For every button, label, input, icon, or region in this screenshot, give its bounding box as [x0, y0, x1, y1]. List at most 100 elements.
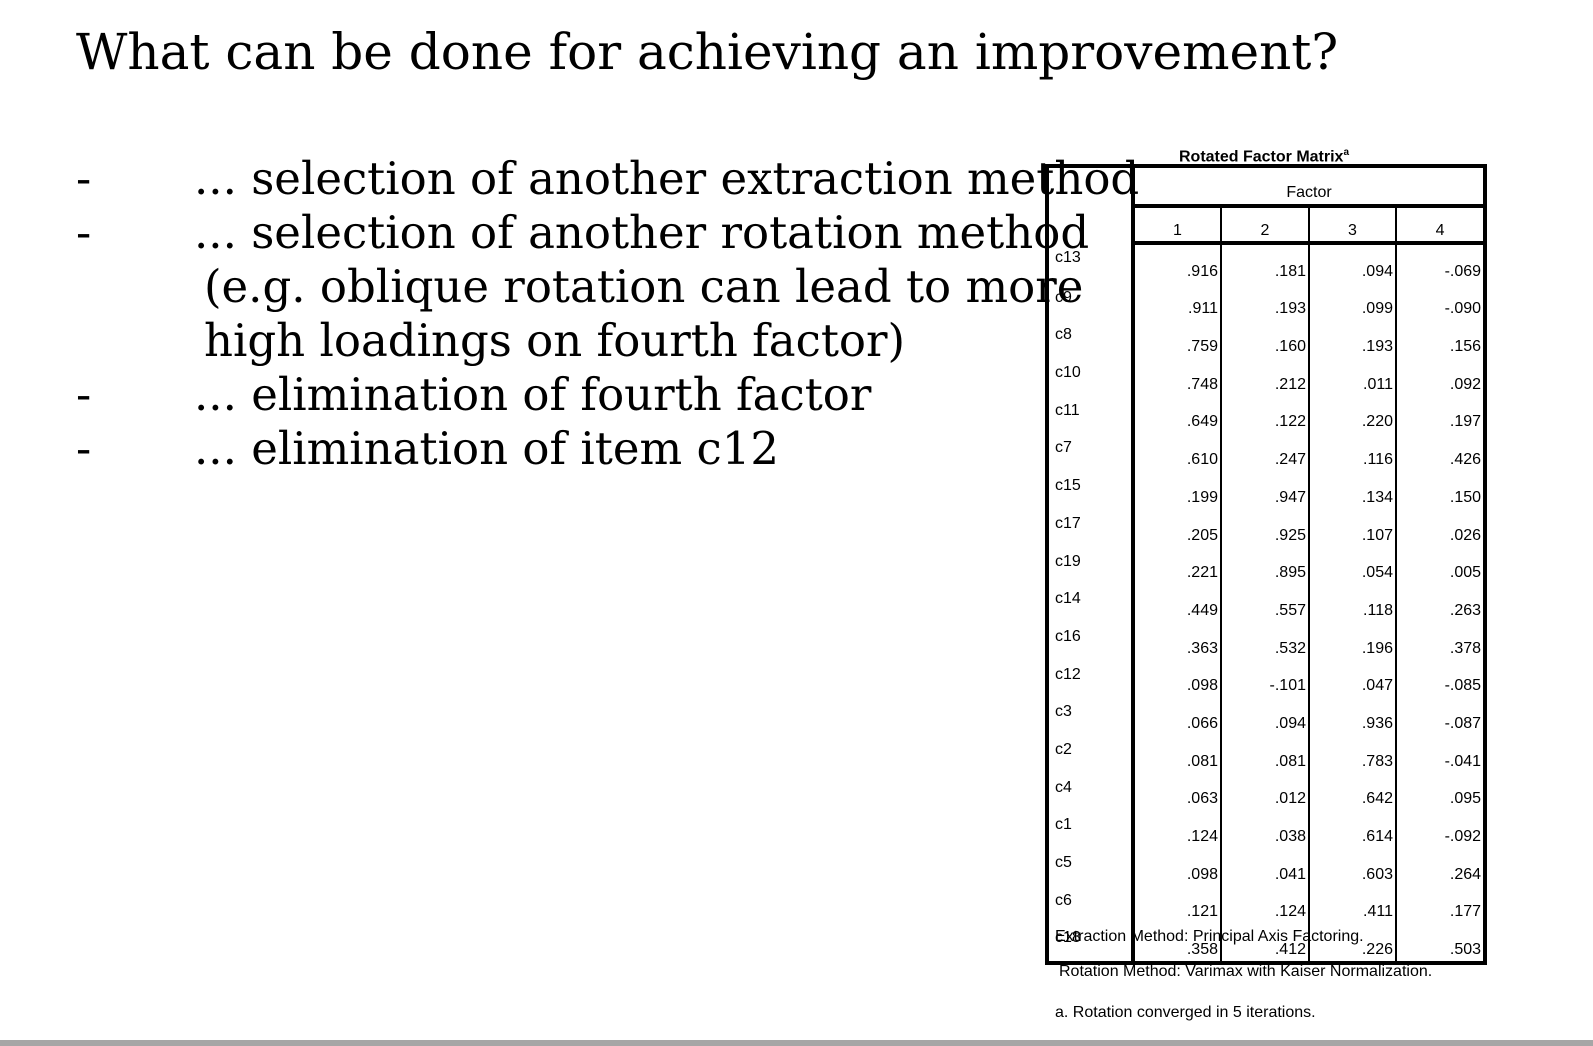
bullet-text: ... elimination of item c12 — [194, 422, 779, 475]
bullet-dash: - — [76, 368, 92, 421]
table-row: c2.081.081.783 -.041 — [1047, 734, 1486, 773]
loading-cell: .783 — [1308, 734, 1396, 773]
loading-cell: .263 — [1394, 584, 1486, 622]
table-row: c3 .066.094.936 -.087 — [1047, 697, 1486, 735]
loading-cell: .193 — [1308, 320, 1396, 359]
loading-cell: .363 — [1131, 621, 1221, 660]
slide-title: What can be done for achieving an improv… — [76, 23, 1339, 81]
factor-column-header: 1 — [1131, 206, 1221, 245]
loading-cell: .054 — [1308, 546, 1396, 585]
row-label: c4 — [1055, 778, 1072, 796]
table-row: c16 .363.532.196.378 — [1047, 621, 1486, 660]
bullet-item-c12: - ... elimination of item c12 — [76, 422, 1139, 476]
bullet-dash: - — [76, 422, 92, 475]
row-label: c1 — [1055, 816, 1072, 834]
bullet-subtext: high loadings on fourth factor) — [204, 314, 906, 367]
loading-cell: .196 — [1308, 621, 1396, 660]
bottom-border — [0, 1040, 1593, 1046]
table-row: c18 .358.412.226.503 — [1047, 923, 1486, 964]
loading-cell: .226 — [1308, 923, 1396, 964]
loading-cell: -.041 — [1394, 734, 1486, 773]
table-row: c15 .199.947.134.150 — [1047, 471, 1486, 509]
loading-cell: .094 — [1308, 243, 1396, 283]
loading-cell: .503 — [1394, 923, 1486, 964]
bullet-item-fourth-factor: - ... elimination of fourth factor — [76, 368, 1139, 422]
row-label: c12 — [1055, 665, 1081, 683]
loading-cell: .098 — [1131, 848, 1221, 886]
table-caption-superscript: a — [1343, 147, 1350, 158]
bullet-item-rotation: - ... selection of another rotation meth… — [76, 206, 1139, 368]
table-row: c9 .911.193.099 -.090 — [1047, 282, 1486, 321]
loading-cell: -.101 — [1220, 659, 1309, 698]
table-row: c13 .916.181.094 -.069 — [1047, 243, 1486, 283]
table-row: c8 .759.160.193.156 — [1047, 320, 1486, 359]
row-label: c10 — [1055, 364, 1081, 382]
table-caption-text: Rotated Factor Matrix — [1178, 148, 1344, 166]
loading-cell: -.069 — [1394, 243, 1486, 283]
loading-cell: .610 — [1131, 433, 1221, 472]
loading-cell: .197 — [1394, 395, 1486, 434]
loading-cell: .358 — [1131, 923, 1221, 964]
bullet-text: ... selection of another extraction meth… — [194, 152, 1140, 205]
loading-cell: .642 — [1308, 772, 1396, 811]
footnote-rotation: Rotation Method: Varimax with Kaiser Nor… — [1059, 963, 1433, 980]
bullet-text: ... elimination of fourth factor — [194, 368, 872, 421]
loading-cell: .177 — [1394, 885, 1486, 924]
loading-cell: .895 — [1220, 546, 1309, 585]
loading-cell: -.087 — [1394, 697, 1486, 735]
row-label: c9 — [1055, 288, 1072, 306]
loading-cell: .936 — [1308, 697, 1396, 735]
table-row: c10 .748.212.011.092 — [1047, 358, 1486, 396]
row-label: c3 — [1055, 703, 1072, 721]
table-corner-cell — [1047, 166, 1133, 243]
loading-cell: .412 — [1220, 923, 1309, 964]
loading-cell: .557 — [1220, 584, 1309, 622]
row-label: c14 — [1055, 590, 1081, 608]
loading-cell: .532 — [1220, 621, 1309, 660]
footnote-convergence: a. Rotation converged in 5 iterations. — [1055, 1004, 1316, 1021]
table-row: c5 .098.041.603.264 — [1047, 848, 1486, 886]
table-row: c1 .124.038.614 -.092 — [1047, 810, 1486, 848]
loading-cell: .181 — [1220, 243, 1309, 283]
table-row: c11 .649.122.220.197 — [1047, 395, 1486, 434]
loading-cell: .118 — [1308, 584, 1396, 622]
bullet-subtext: (e.g. oblique rotation can lead to more — [204, 260, 1084, 313]
row-label: c17 — [1055, 514, 1081, 532]
loading-cell: .094 — [1220, 697, 1309, 735]
row-label: c16 — [1055, 627, 1081, 645]
loading-cell: .426 — [1394, 433, 1486, 472]
table-row: c12 .098 -.101.047 -.085 — [1047, 659, 1486, 698]
loading-cell: .247 — [1220, 433, 1309, 472]
table-caption: Rotated Factor Matrixa — [1045, 142, 1483, 166]
loading-cell: .221 — [1131, 546, 1221, 585]
loading-cell: .150 — [1394, 471, 1486, 509]
row-label: c8 — [1055, 326, 1072, 344]
bullet-dash: - — [76, 206, 92, 259]
loading-cell: .614 — [1308, 810, 1396, 848]
loading-cell: .092 — [1394, 358, 1486, 396]
loading-cell: .220 — [1308, 395, 1396, 434]
bullet-item-extraction: - ... selection of another extraction me… — [76, 152, 1139, 206]
row-label: c18 — [1055, 929, 1081, 947]
row-label: c11 — [1055, 401, 1080, 419]
loading-cell: .156 — [1394, 320, 1486, 359]
loading-cell: .603 — [1308, 848, 1396, 886]
factor-column-header: 4 — [1394, 206, 1486, 245]
loading-cell: -.090 — [1394, 282, 1486, 321]
table-row: c14 .449.557.118.263 — [1047, 584, 1486, 622]
loading-cell: .160 — [1220, 320, 1309, 359]
loading-cell: .122 — [1220, 395, 1309, 434]
loading-cell: .081 — [1131, 734, 1221, 773]
loading-cell: .005 — [1394, 546, 1486, 585]
loading-cell: .649 — [1131, 395, 1221, 434]
factor-column-header: 2 — [1220, 206, 1309, 245]
loading-cell: .038 — [1220, 810, 1309, 848]
loading-cell: .095 — [1394, 772, 1486, 811]
loading-cell: .925 — [1220, 508, 1309, 547]
factor-header: Factor — [1130, 166, 1486, 208]
loading-cell: .099 — [1308, 282, 1396, 321]
table-row: c19 .221.895.054.005 — [1047, 546, 1486, 585]
loading-cell: -.085 — [1394, 659, 1486, 698]
